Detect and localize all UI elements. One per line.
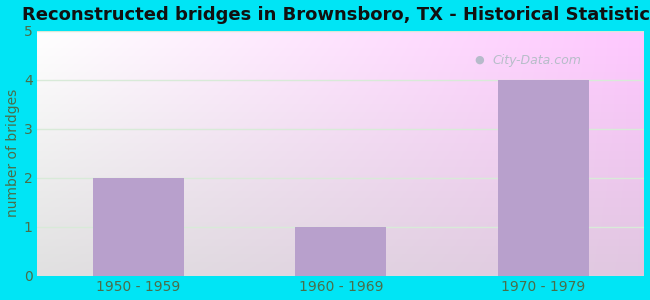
- Bar: [296, 226, 387, 276]
- Bar: [498, 80, 589, 276]
- Bar: [93, 178, 184, 276]
- Text: ●: ●: [474, 55, 484, 65]
- Title: Reconstructed bridges in Brownsboro, TX - Historical Statistics: Reconstructed bridges in Brownsboro, TX …: [21, 6, 650, 24]
- Y-axis label: number of bridges: number of bridges: [6, 89, 20, 217]
- Text: City-Data.com: City-Data.com: [493, 54, 582, 67]
